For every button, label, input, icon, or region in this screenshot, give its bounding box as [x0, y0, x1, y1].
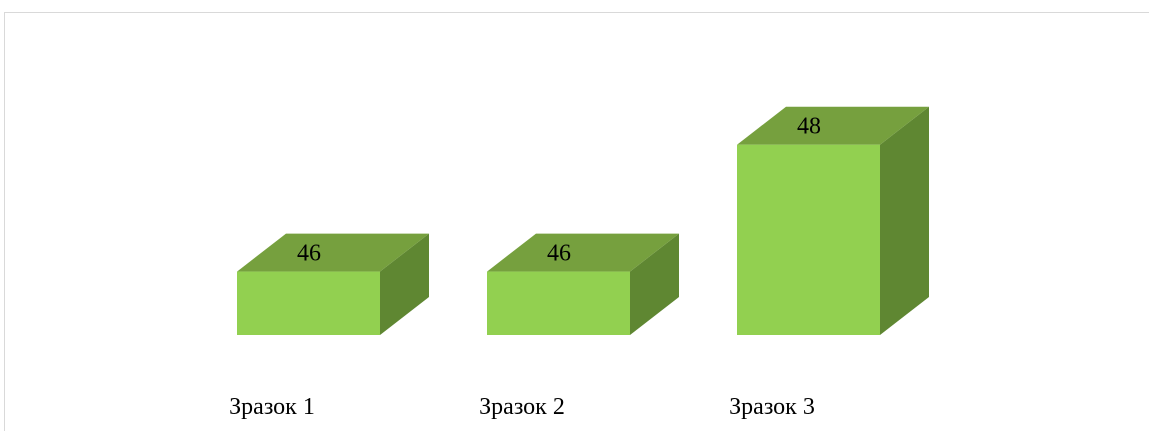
bar-1-front: [237, 271, 380, 335]
bar-2-top: [487, 233, 679, 272]
bar-1: [237, 233, 429, 335]
bar-3-side: [880, 106, 929, 335]
data-label-2: 46: [547, 241, 571, 267]
category-label-1: Зразок 1: [229, 394, 315, 420]
data-label-1: 46: [297, 241, 321, 267]
bars-group: [237, 106, 929, 335]
data-label-3: 48: [797, 114, 821, 140]
data-labels-group: 46 46 48: [297, 114, 821, 267]
category-label-2: Зразок 2: [479, 394, 565, 420]
bar-2-side: [630, 233, 679, 335]
bar-3-top: [737, 106, 929, 145]
bar-3: [737, 106, 929, 335]
bar-2-front: [487, 271, 630, 335]
bar-1-top: [237, 233, 429, 272]
chart-frame: [4, 12, 1149, 431]
category-labels-group: Зразок 1 Зразок 2 Зразок 3: [229, 394, 815, 420]
bar-1-side: [380, 233, 429, 335]
category-label-3: Зразок 3: [729, 394, 815, 420]
bar-3-front: [737, 144, 880, 335]
bar-2: [487, 233, 679, 335]
